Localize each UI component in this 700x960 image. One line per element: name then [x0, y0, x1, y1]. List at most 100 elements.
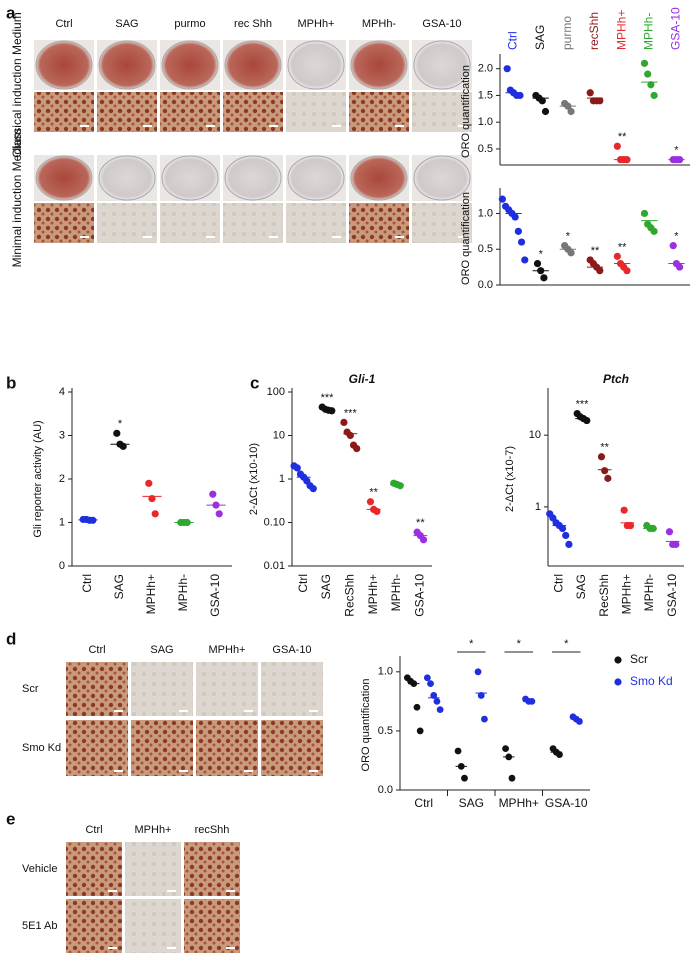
y-tick-label: 1	[535, 501, 541, 513]
scale-bar	[206, 236, 215, 238]
dish	[98, 155, 156, 201]
scale-bar	[179, 710, 188, 712]
micrograph	[125, 899, 181, 953]
row-label: Scr	[22, 683, 39, 695]
significance: *	[539, 248, 544, 260]
y-tick-label: 0.5	[478, 143, 493, 155]
scale-bar	[143, 236, 152, 238]
data-point	[521, 256, 529, 264]
y-tick-label: 100	[267, 386, 285, 398]
legend-label: Smo Kd	[630, 674, 673, 688]
data-point	[669, 242, 677, 250]
dish	[350, 40, 408, 90]
data-point	[328, 407, 336, 415]
data-point	[647, 81, 655, 89]
data-point	[604, 474, 612, 482]
data-point	[508, 774, 516, 782]
scale-bar	[114, 710, 123, 712]
scale-bar	[244, 710, 253, 712]
category-label: GSA-10	[413, 574, 427, 617]
row-label: 5E1 Ab	[22, 920, 57, 932]
panel-letter: a	[6, 3, 16, 22]
data-point	[586, 89, 594, 97]
data-point	[373, 507, 381, 515]
scale-bar	[244, 770, 253, 772]
data-point	[215, 510, 223, 518]
scale-bar	[80, 125, 89, 127]
category-label: MPHh-	[642, 574, 656, 611]
data-point	[613, 142, 621, 150]
data-point	[533, 259, 542, 268]
data-point	[436, 706, 444, 714]
category-label: RecShh	[343, 574, 357, 617]
column-label: SAG	[115, 18, 138, 30]
chart-title: Ptch	[603, 372, 629, 386]
micrograph	[196, 720, 258, 776]
data-point	[644, 70, 652, 78]
scale-bar	[269, 236, 278, 238]
category-label: MPHh-	[641, 13, 655, 50]
significance: **	[591, 245, 600, 257]
data-point	[209, 490, 217, 498]
y-tick-label: 0.5	[378, 725, 393, 737]
category-label: GSA-10	[545, 796, 588, 810]
scale-bar	[167, 947, 176, 949]
significance: *	[469, 638, 474, 650]
y-axis-label: ORO quantification	[360, 679, 372, 772]
dish	[287, 155, 345, 201]
column-label: SAG	[150, 644, 173, 656]
category-label: recShh	[587, 12, 601, 50]
legend-label: Scr	[630, 652, 648, 666]
chart-title: Gli-1	[349, 372, 376, 386]
micrograph	[261, 662, 323, 716]
column-label: MPHh+	[135, 824, 172, 836]
y-axis-label: ORO quantification	[460, 65, 472, 158]
data-point	[366, 498, 375, 506]
y-axis-label: 2-ΔCt (x10-10)	[248, 443, 260, 515]
data-point	[503, 65, 511, 73]
micrograph	[196, 662, 258, 716]
data-point	[517, 238, 526, 246]
micrograph	[66, 720, 128, 776]
significance: ***	[344, 407, 358, 419]
category-label: Ctrl	[506, 31, 520, 50]
scale-bar	[269, 125, 278, 127]
y-axis-label: ORO quantification	[460, 192, 472, 285]
scale-bar	[332, 125, 341, 127]
dish	[35, 155, 93, 201]
scale-bar	[167, 890, 176, 892]
dish	[224, 40, 282, 90]
scale-bar	[226, 890, 235, 892]
significance: ***	[576, 398, 590, 410]
data-point	[477, 692, 485, 699]
category-label: MPHh+	[614, 10, 628, 50]
scale-bar	[226, 947, 235, 949]
data-point	[481, 715, 488, 723]
data-point	[427, 680, 434, 688]
category-label: SAG	[319, 574, 333, 599]
column-label: MPHh-	[362, 18, 397, 30]
scale-bar	[108, 947, 117, 949]
y-tick-label: 1.5	[478, 89, 493, 101]
data-point	[461, 774, 468, 782]
category-label: MPHh+	[144, 574, 158, 614]
category-label: Ctrl	[296, 574, 310, 593]
category-label: GSA-10	[665, 574, 679, 617]
micrograph	[184, 842, 240, 896]
y-tick-label: 0.5	[478, 243, 493, 255]
data-point	[556, 751, 563, 758]
data-point	[430, 692, 438, 699]
row-label: Minimal induction Medium	[10, 129, 24, 268]
scale-bar	[108, 890, 117, 892]
data-point	[538, 97, 546, 105]
data-point	[454, 747, 462, 755]
data-point	[650, 91, 658, 100]
panel-letter: c	[250, 373, 259, 392]
significance: *	[564, 638, 569, 650]
data-point	[502, 745, 509, 753]
data-point	[665, 528, 674, 536]
data-point	[514, 227, 522, 235]
data-point	[433, 697, 441, 705]
micrograph	[131, 720, 193, 776]
